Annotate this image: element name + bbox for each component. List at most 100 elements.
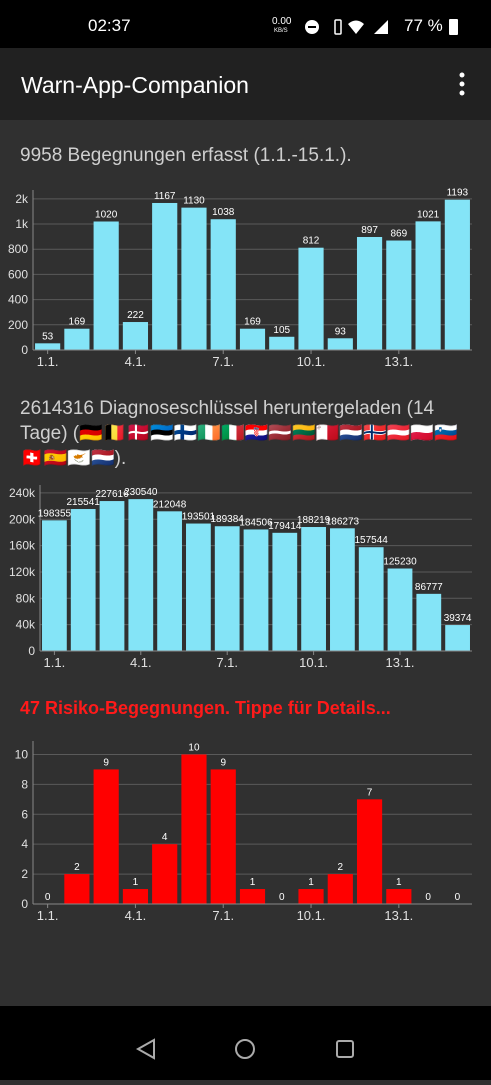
bar: [99, 501, 125, 651]
data-label: 212048: [153, 499, 187, 510]
data-label: 125230: [383, 557, 417, 568]
x-tick-label: 13.1.: [386, 655, 415, 670]
data-label: 1020: [95, 209, 118, 220]
nav-bar: [0, 1006, 491, 1080]
status-bar: 02:37 0.00 KB/S 77 %: [0, 0, 491, 48]
bar: [186, 523, 211, 651]
data-label: 1: [308, 877, 314, 888]
data-label: 2: [74, 862, 80, 873]
net-speed-unit: KB/S: [274, 28, 288, 34]
data-label: 1: [250, 877, 256, 888]
data-label: 10: [188, 742, 200, 753]
bar: [70, 509, 96, 651]
data-label: 7: [367, 787, 373, 798]
x-tick-label: 10.1.: [297, 354, 326, 369]
data-label: 1: [396, 877, 402, 888]
data-label: 1193: [447, 188, 469, 199]
x-tick-label: 10.1.: [297, 908, 326, 923]
data-label: 869: [390, 229, 407, 240]
data-label: 186273: [326, 516, 360, 527]
data-label: 1021: [417, 209, 440, 220]
chart-title: 2614316 Diagnoseschlüssel heruntergelade…: [20, 398, 458, 469]
data-label: 193501: [182, 512, 216, 523]
data-label: 0: [455, 892, 461, 903]
y-tick-label: 6: [21, 807, 28, 821]
bar: [416, 593, 442, 651]
recents-button[interactable]: [336, 1040, 354, 1058]
bar: [239, 328, 266, 350]
data-label: 812: [303, 236, 320, 247]
y-tick-label: 600: [8, 267, 28, 281]
x-tick-label: 1.1.: [37, 354, 59, 369]
bar: [35, 343, 61, 350]
y-tick-label: 1k: [15, 217, 29, 231]
bar: [122, 889, 149, 904]
y-tick-label: 40k: [16, 618, 36, 632]
data-label: 93: [335, 326, 347, 337]
back-button[interactable]: [135, 1038, 155, 1060]
data-label: 230540: [124, 487, 158, 498]
bar: [152, 844, 178, 904]
data-label: 184506: [239, 517, 273, 528]
x-tick-label: 10.1.: [299, 655, 328, 670]
bar: [64, 328, 90, 350]
battery-icon: [449, 19, 458, 35]
charts: 02004006008001k2k1.1.5316910204.1.222116…: [8, 188, 472, 923]
data-label: 188219: [297, 515, 331, 526]
data-label: 9: [220, 757, 226, 768]
bar: [210, 769, 236, 904]
bar: [358, 547, 384, 651]
x-tick-label: 1.1.: [44, 655, 66, 670]
bar: [298, 247, 324, 350]
data-label: 897: [361, 225, 378, 236]
net-speed: 0.00: [272, 16, 292, 27]
data-label: 105: [273, 325, 290, 336]
data-label: 179414: [268, 521, 302, 532]
data-label: 1: [133, 877, 139, 888]
bar: [445, 625, 470, 651]
home-button[interactable]: [235, 1039, 255, 1059]
bar: [93, 221, 119, 350]
bar: [239, 889, 266, 904]
data-label: 0: [45, 892, 51, 903]
y-tick-label: 400: [8, 293, 28, 307]
y-tick-label: 10: [15, 747, 29, 761]
bar: [386, 889, 412, 904]
nav-buttons: [135, 1038, 354, 1060]
x-tick-label: 7.1.: [212, 908, 234, 923]
x-tick-label: 7.1.: [212, 354, 234, 369]
bar: [181, 754, 207, 904]
data-label: 1038: [212, 207, 235, 218]
data-label: 1167: [154, 191, 176, 202]
bar: [356, 236, 383, 350]
bar: [243, 529, 269, 651]
chart-title[interactable]: 47 Risiko-Begegnungen. Tippe für Details…: [20, 698, 391, 718]
bar: [210, 219, 236, 350]
bar: [64, 874, 90, 904]
data-label: 0: [425, 892, 431, 903]
data-label: 157544: [355, 535, 389, 546]
bar: [327, 338, 353, 350]
status-icons: [305, 19, 388, 35]
data-label: 189384: [211, 514, 245, 525]
menu-button[interactable]: [457, 72, 467, 98]
bar: [301, 527, 326, 651]
x-tick-label: 4.1.: [125, 908, 147, 923]
chart-title: 9958 Begegnungen erfasst (1.1.-15.1.).: [20, 145, 352, 166]
app-bar: Warn-App-Companion: [0, 48, 491, 120]
data-label: 1130: [183, 196, 205, 207]
data-label: 39374: [444, 613, 472, 624]
y-tick-label: 0: [28, 644, 35, 658]
bar: [298, 889, 324, 904]
y-tick-label: 80k: [16, 591, 36, 605]
x-tick-label: 13.1.: [384, 908, 413, 923]
x-tick-label: 13.1.: [384, 354, 413, 369]
x-tick-label: 4.1.: [125, 354, 147, 369]
data-label: 227616: [95, 489, 129, 500]
bar: [327, 874, 353, 904]
data-label: 86777: [415, 582, 443, 593]
bar: [415, 221, 441, 350]
bar: [269, 336, 295, 350]
bar: [128, 499, 154, 651]
